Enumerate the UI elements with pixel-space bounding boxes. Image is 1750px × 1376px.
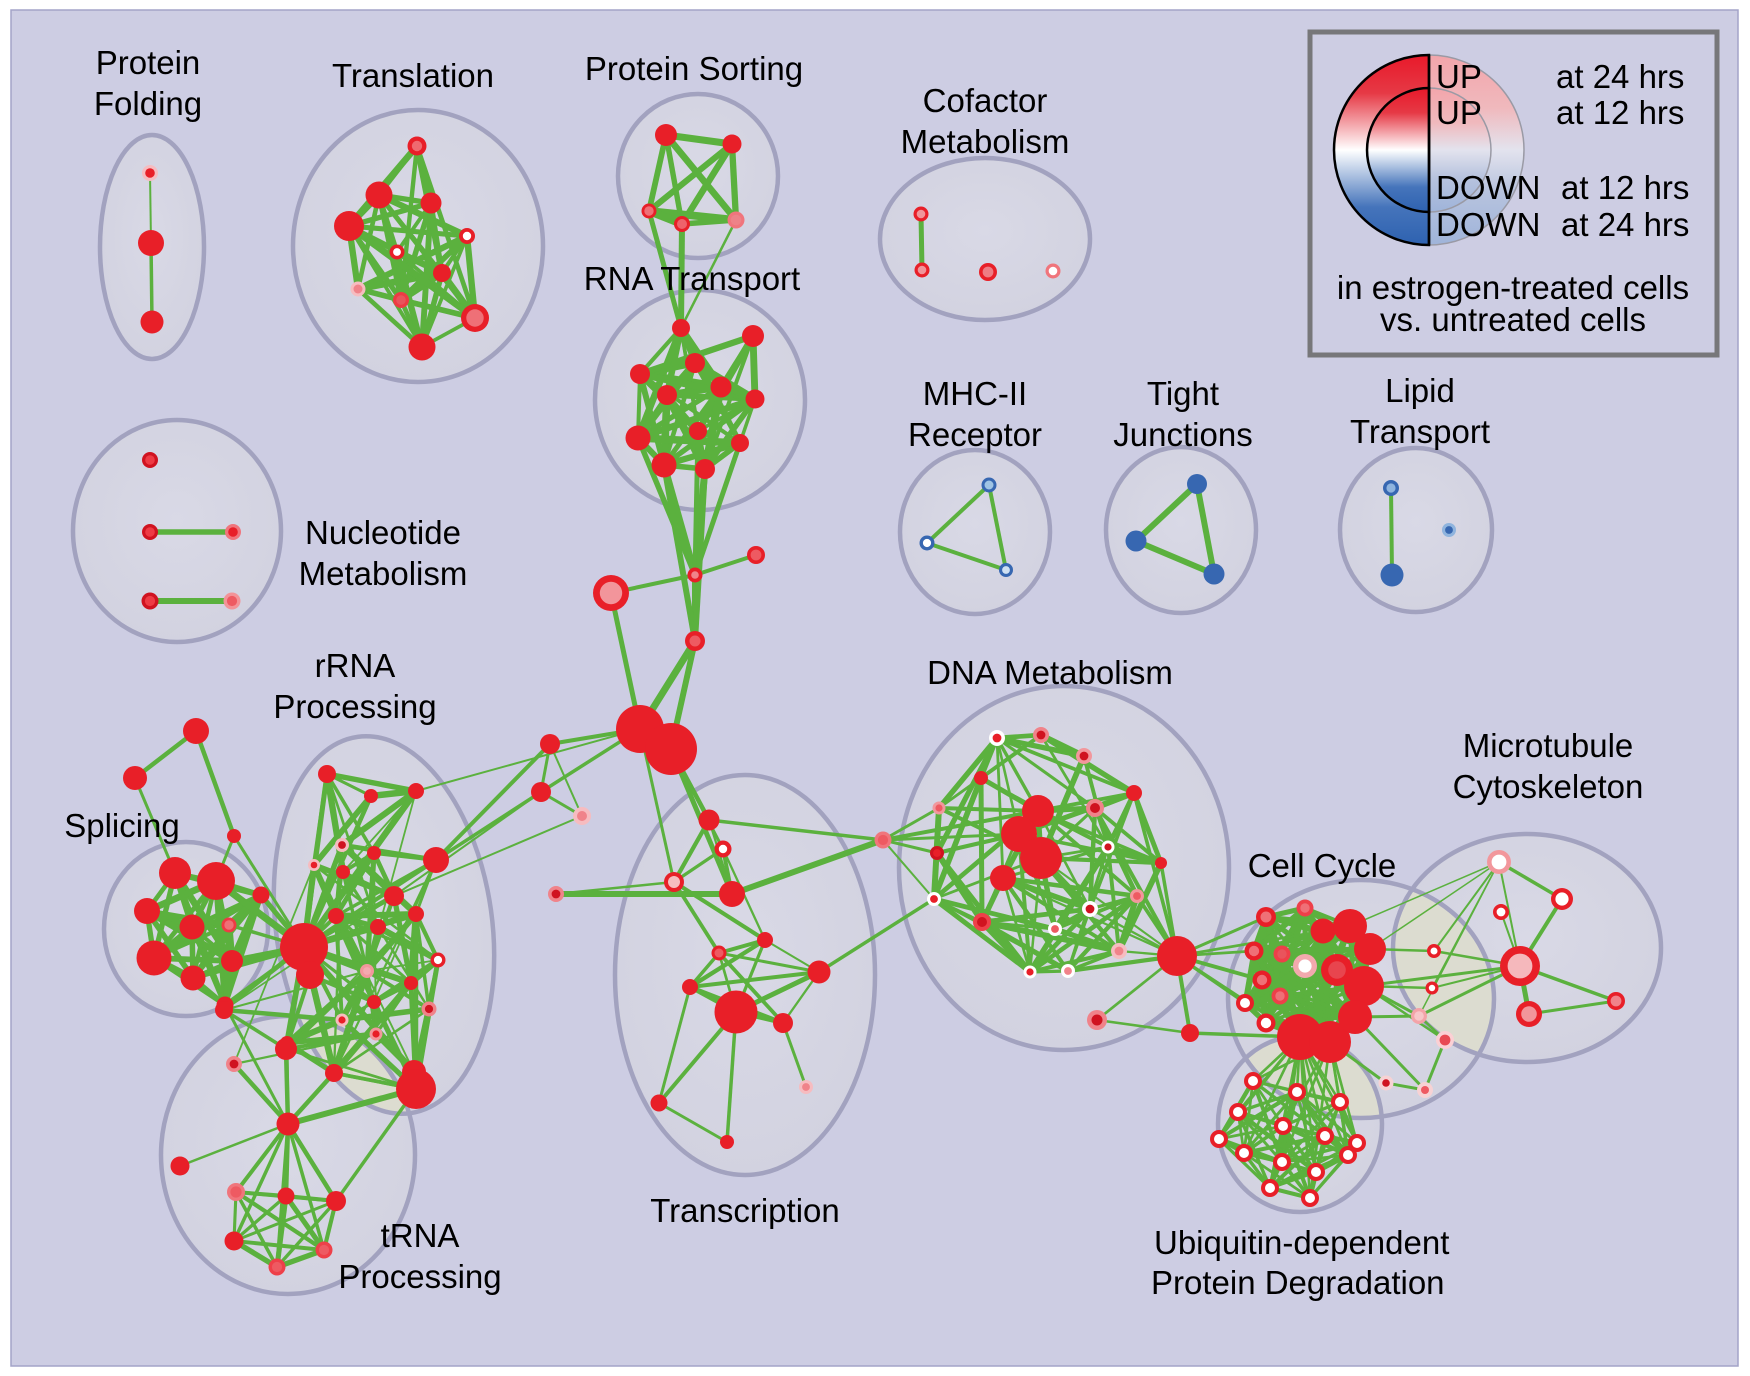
- svg-text:DNA Metabolism: DNA Metabolism: [927, 654, 1173, 691]
- svg-text:at 24 hrs: at 24 hrs: [1556, 58, 1684, 95]
- svg-text:at 12 hrs: at 12 hrs: [1561, 169, 1689, 206]
- svg-text:Transcription: Transcription: [650, 1192, 840, 1229]
- svg-text:vs. untreated cells: vs. untreated cells: [1380, 301, 1646, 338]
- svg-text:UP: UP: [1436, 94, 1482, 131]
- svg-text:in estrogen-treated cells: in estrogen-treated cells: [1337, 269, 1689, 306]
- svg-text:DOWN: DOWN: [1436, 206, 1540, 243]
- svg-text:Folding: Folding: [94, 85, 202, 122]
- svg-text:Translation: Translation: [332, 57, 494, 94]
- svg-text:Metabolism: Metabolism: [901, 123, 1070, 160]
- svg-text:tRNA: tRNA: [381, 1217, 460, 1254]
- svg-text:Cofactor: Cofactor: [923, 82, 1048, 119]
- svg-text:at 24 hrs: at 24 hrs: [1561, 206, 1689, 243]
- svg-text:Junctions: Junctions: [1113, 416, 1252, 453]
- svg-text:Protein: Protein: [96, 44, 201, 81]
- svg-text:Ubiquitin-dependent: Ubiquitin-dependent: [1154, 1224, 1449, 1261]
- svg-text:Tight: Tight: [1147, 375, 1219, 412]
- svg-text:Cell Cycle: Cell Cycle: [1248, 847, 1397, 884]
- svg-text:Receptor: Receptor: [908, 416, 1042, 453]
- svg-text:MHC-II: MHC-II: [923, 375, 1027, 412]
- svg-text:Nucleotide: Nucleotide: [305, 514, 461, 551]
- svg-text:Processing: Processing: [273, 688, 436, 725]
- svg-text:DOWN: DOWN: [1436, 169, 1540, 206]
- svg-text:rRNA: rRNA: [315, 647, 396, 684]
- svg-text:Metabolism: Metabolism: [299, 555, 468, 592]
- svg-text:Cytoskeleton: Cytoskeleton: [1453, 768, 1644, 805]
- svg-text:UP: UP: [1436, 58, 1482, 95]
- svg-text:Lipid: Lipid: [1385, 372, 1455, 409]
- svg-text:Splicing: Splicing: [64, 807, 180, 844]
- svg-text:at 12 hrs: at 12 hrs: [1556, 94, 1684, 131]
- svg-text:RNA Transport: RNA Transport: [584, 260, 800, 297]
- svg-text:Transport: Transport: [1350, 413, 1490, 450]
- svg-text:Protein Sorting: Protein Sorting: [585, 50, 803, 87]
- svg-text:Microtubule: Microtubule: [1463, 727, 1634, 764]
- svg-text:Processing: Processing: [338, 1258, 501, 1295]
- svg-text:Protein Degradation: Protein Degradation: [1151, 1264, 1445, 1301]
